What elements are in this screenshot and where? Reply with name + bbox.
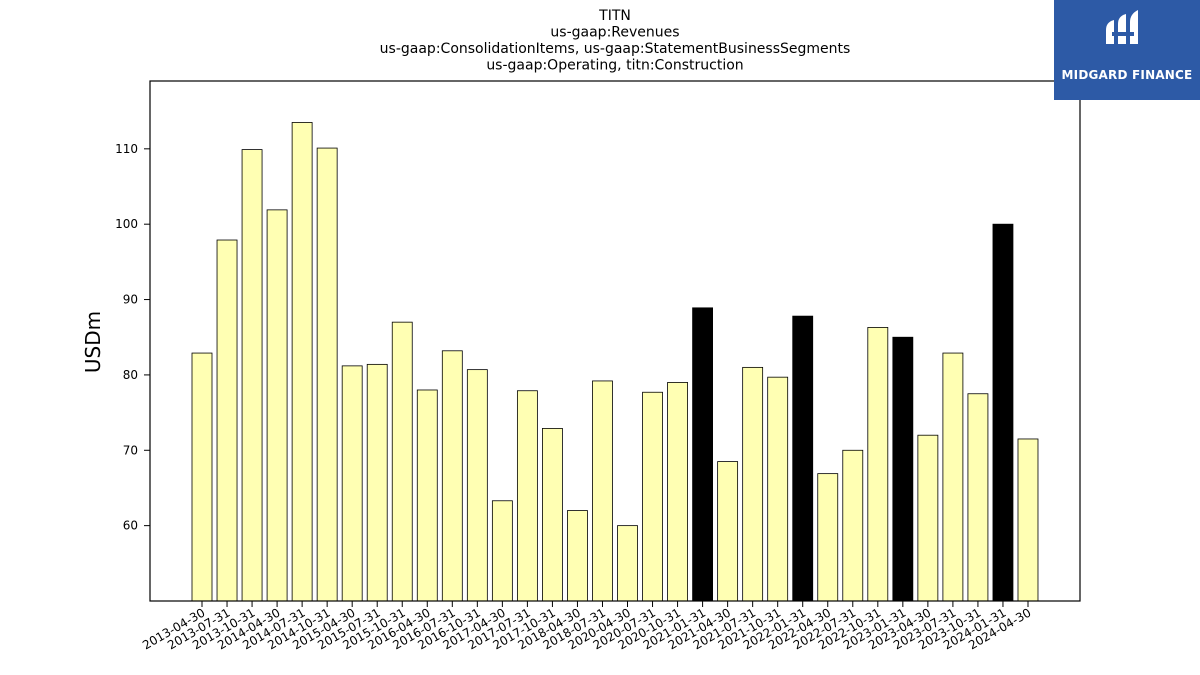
- chart-title: TITNus-gaap:Revenuesus-gaap:Consolidatio…: [380, 8, 851, 74]
- bar: [917, 434, 939, 602]
- bar: [942, 352, 964, 602]
- bar: [717, 461, 739, 602]
- y-tick-label: 80: [123, 368, 138, 382]
- bar: [416, 389, 438, 602]
- midgard-logo-icon: [1106, 10, 1138, 44]
- y-tick-label: 70: [123, 443, 138, 457]
- bar: [892, 336, 914, 602]
- bar: [692, 307, 713, 602]
- bar: [291, 122, 313, 602]
- bar: [867, 327, 889, 602]
- bar: [767, 376, 789, 602]
- bar: [216, 239, 238, 602]
- bar: [792, 315, 814, 602]
- bar: [466, 369, 488, 602]
- bar: [316, 147, 338, 602]
- bar: [266, 209, 288, 602]
- midgard-finance-logo: MIDGARD FINANCE: [1054, 0, 1200, 100]
- bar: [241, 149, 263, 602]
- chart-title-line: us-gaap:Operating, titn:Construction: [486, 58, 743, 74]
- bar: [567, 510, 588, 602]
- bar: [617, 525, 638, 602]
- y-axis: 60 70 80 90 100 110: [115, 142, 150, 533]
- y-tick-label: 90: [123, 293, 138, 307]
- bars-group: [191, 122, 1039, 602]
- bar: [992, 223, 1014, 602]
- bar: [967, 393, 989, 602]
- bar: [742, 366, 764, 602]
- y-tick-label: 100: [115, 217, 138, 231]
- chart-title-line: us-gaap:ConsolidationItems, us-gaap:Stat…: [380, 41, 851, 57]
- x-axis: 2013-04-302013-07-312013-10-312014-04-30…: [140, 601, 1033, 652]
- chart-title-line: TITN: [598, 8, 631, 24]
- bar: [592, 380, 613, 602]
- bar: [516, 390, 538, 602]
- bar: [642, 391, 663, 602]
- bar: [542, 428, 563, 602]
- bar: [191, 352, 213, 602]
- y-tick-label: 60: [123, 519, 138, 533]
- bar: [366, 363, 388, 602]
- chart-title-line: us-gaap:Revenues: [550, 25, 679, 41]
- plot-frame: [149, 80, 1081, 602]
- bar: [817, 473, 839, 602]
- bar: [391, 321, 413, 602]
- logo-text: MIDGARD FINANCE: [1061, 68, 1193, 82]
- bar: [1017, 438, 1039, 602]
- bar: [441, 350, 463, 602]
- y-tick-label: 110: [115, 142, 138, 156]
- bar: [491, 500, 513, 602]
- y-axis-label: USDm: [81, 311, 105, 373]
- bar: [842, 449, 864, 602]
- bar: [341, 365, 363, 602]
- bar: [667, 382, 688, 602]
